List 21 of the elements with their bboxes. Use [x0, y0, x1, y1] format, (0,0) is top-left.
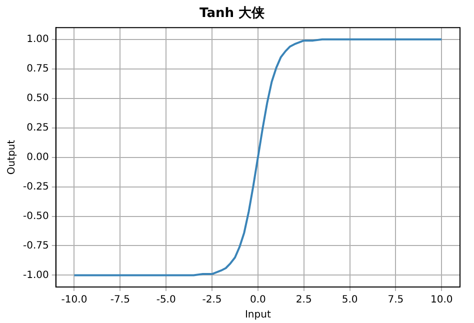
y-axis-title: Output: [6, 140, 18, 175]
x-tick-label: 0.0: [250, 294, 266, 306]
y-tick-label: -0.50: [23, 210, 49, 222]
chart-title: Tanh 大侠: [200, 6, 264, 22]
y-tick-label: -1.00: [23, 270, 49, 281]
y-tick-label: 1.00: [26, 34, 49, 45]
x-tick-label: 7.5: [388, 294, 404, 306]
y-tick-label: -0.25: [23, 181, 49, 192]
x-tick-label: -10.0: [61, 294, 88, 306]
x-tick-label: 2.5: [296, 294, 312, 306]
y-tick-label: 0.75: [26, 63, 49, 74]
x-tick-label: -2.5: [202, 294, 222, 306]
x-tick-label: -7.5: [110, 294, 130, 306]
y-tick-label: 0.25: [26, 122, 49, 134]
x-axis-title: Input: [244, 310, 271, 321]
y-tick-label: 0.50: [26, 92, 49, 104]
y-tick-label: 0.00: [26, 152, 49, 163]
x-tick-label: 5.0: [342, 294, 358, 306]
x-tick-label: -5.0: [156, 294, 176, 306]
x-tick-label: 10.0: [430, 294, 453, 306]
y-tick-label: -0.75: [23, 240, 49, 252]
